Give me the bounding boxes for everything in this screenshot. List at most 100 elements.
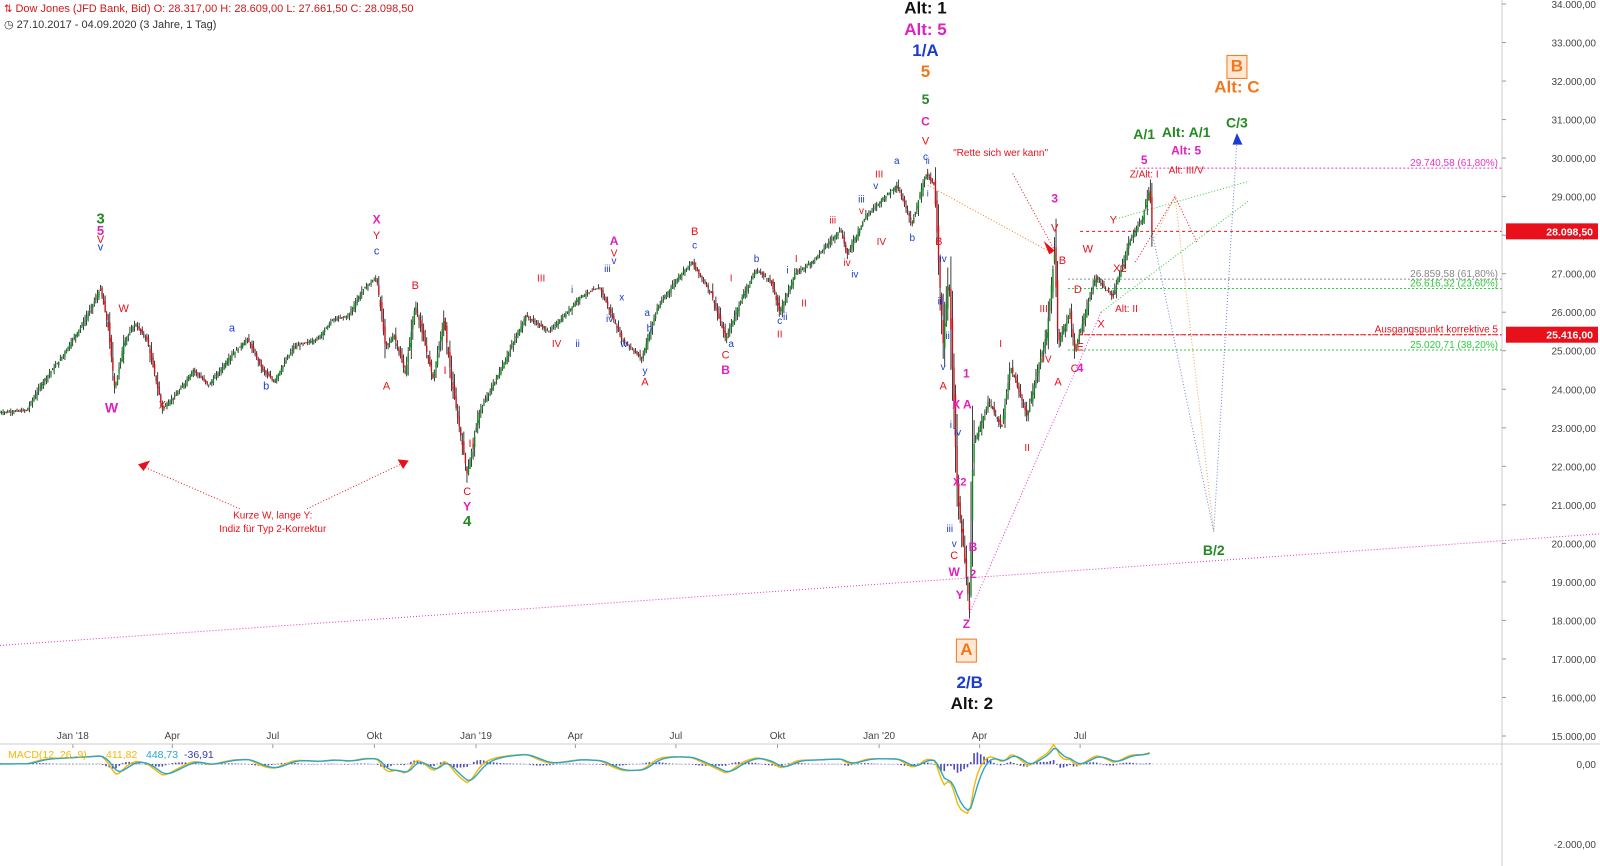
channel-line	[0, 533, 1600, 646]
candle-body	[260, 364, 263, 367]
candle-body	[871, 209, 873, 211]
candle-body	[988, 402, 991, 404]
wave-box	[1226, 54, 1248, 79]
candle-body	[395, 335, 397, 341]
macd-hist-bar	[714, 764, 717, 766]
candle-body	[85, 316, 88, 321]
candle-body	[382, 319, 385, 332]
candle-body	[498, 372, 501, 377]
macd-hist-bar	[393, 764, 396, 765]
candle-body	[792, 278, 794, 285]
candle-body	[443, 321, 445, 330]
candle-body	[591, 290, 593, 292]
x-tick-label: Jan '19	[460, 731, 492, 742]
candle-body	[520, 326, 522, 332]
candle-body	[758, 271, 760, 273]
candle-body	[597, 287, 600, 290]
candle-body	[846, 248, 849, 254]
macd-hist-bar	[509, 763, 512, 765]
candle-body	[841, 234, 844, 238]
macd-hist-bar	[65, 763, 68, 765]
macd-hist-bar	[691, 764, 694, 765]
macd-hist-bar	[459, 764, 462, 768]
y-tick-label: 26.000,00	[1552, 308, 1597, 319]
price-tag	[1506, 326, 1598, 343]
candle-body	[184, 381, 187, 386]
candle-body	[560, 319, 562, 321]
macd-hist-bar	[502, 763, 505, 765]
candle-body	[322, 331, 324, 336]
candle-body	[243, 342, 245, 346]
candle-body	[848, 250, 850, 252]
y-tick-label: 20.000,00	[1552, 539, 1597, 550]
candle-body	[616, 326, 618, 328]
macd-hist-bar	[406, 763, 409, 765]
candle-body	[1097, 277, 1099, 280]
candle-body	[517, 332, 519, 335]
candle-body	[685, 267, 688, 270]
candle-body	[953, 367, 955, 408]
candle-body	[342, 317, 344, 319]
candle-body	[311, 340, 314, 343]
wave-label: iii	[829, 216, 836, 227]
wave-label: Alt: C	[1214, 78, 1259, 97]
candle-body	[704, 281, 706, 284]
candle-body	[308, 341, 310, 343]
candle-body	[603, 295, 606, 299]
candle-body	[337, 317, 340, 319]
candle-body	[480, 409, 482, 414]
candle-body	[894, 186, 896, 190]
candle-body	[514, 339, 516, 343]
candle-body	[1129, 240, 1131, 245]
candle-body	[674, 281, 677, 285]
candle-body	[92, 304, 94, 308]
candle-body	[263, 369, 266, 372]
candle-body	[467, 467, 470, 475]
macd-hist-bar	[661, 762, 664, 765]
annotation: Kurze W, lange Y:	[233, 510, 312, 521]
candle-body	[971, 469, 974, 521]
candle-body	[325, 327, 327, 329]
candle-body	[999, 419, 1002, 426]
candle-body	[1141, 217, 1144, 224]
candle-body	[1146, 198, 1148, 207]
macd-hist-bar	[181, 762, 184, 765]
candle-body	[249, 343, 252, 346]
wave-label: III	[1039, 304, 1047, 315]
candle-body	[767, 279, 770, 281]
macd-hist-bar	[575, 763, 578, 765]
macd-hist-bar	[254, 764, 256, 766]
candle-body	[396, 343, 399, 347]
candle-body	[1016, 380, 1019, 387]
macd-hist-bar	[900, 764, 902, 766]
candle-body	[297, 345, 300, 347]
macd-hist-bar	[532, 764, 535, 766]
candle-body	[667, 292, 669, 295]
candle-body	[534, 321, 536, 323]
candle-body	[1101, 283, 1104, 286]
macd-hist-bar	[151, 764, 154, 767]
candle-body	[429, 356, 431, 365]
candle-body	[5, 411, 7, 413]
candle-body	[1093, 280, 1096, 287]
candle-body	[855, 234, 858, 240]
y-tick-label: 24.000,00	[1552, 385, 1597, 396]
macd-hist-bar	[443, 761, 445, 765]
candle-body	[526, 314, 528, 318]
macd-hist-bar	[718, 764, 720, 766]
macd-hist-bar	[353, 763, 356, 765]
candle-body	[961, 520, 963, 533]
candle-body	[204, 380, 207, 383]
candle-body	[647, 338, 649, 344]
macd-hist-bar	[161, 764, 164, 767]
candle-body	[310, 341, 312, 343]
candle-body	[1061, 332, 1063, 337]
candle-body	[313, 340, 315, 343]
candle-body	[472, 443, 474, 450]
candle-body	[529, 319, 532, 320]
candle-body	[684, 269, 686, 274]
macd-hist-bar	[936, 764, 939, 769]
macd-hist-bar	[264, 764, 266, 766]
candle-body	[334, 318, 337, 320]
